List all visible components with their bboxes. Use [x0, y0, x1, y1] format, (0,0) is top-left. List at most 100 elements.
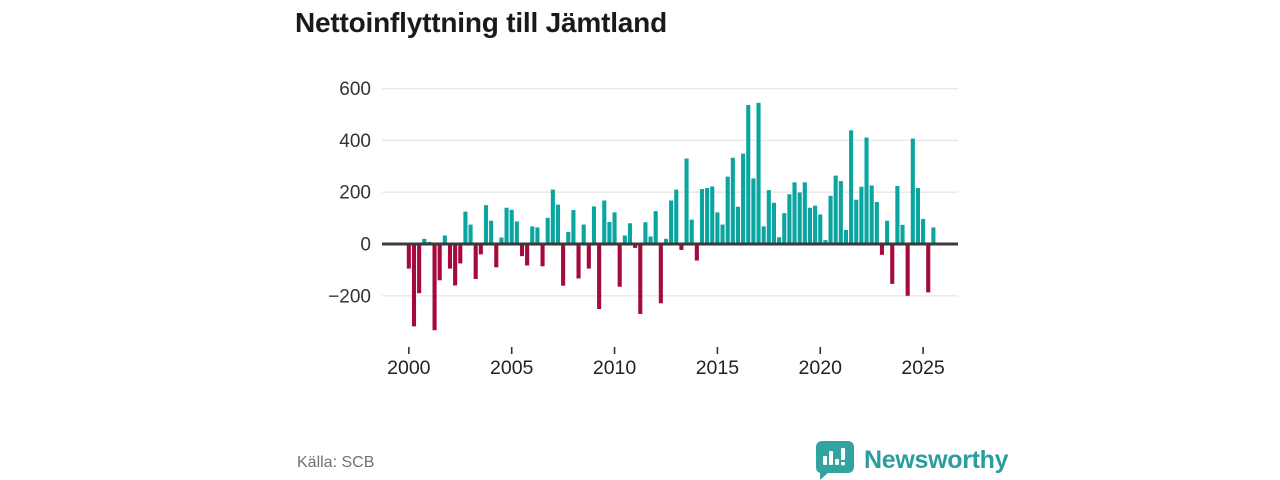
bar	[417, 244, 422, 294]
bar	[854, 199, 859, 244]
bar	[838, 181, 843, 244]
bar	[679, 244, 684, 250]
bar	[756, 102, 761, 244]
bar	[735, 206, 741, 244]
bar	[555, 204, 561, 244]
bar	[777, 237, 782, 244]
x-tick-label: 2000	[387, 357, 431, 379]
bar	[828, 195, 833, 244]
bar	[926, 244, 931, 293]
bar	[633, 244, 638, 248]
bar	[458, 244, 463, 264]
bar	[720, 224, 725, 244]
x-tick-label: 2025	[901, 357, 945, 379]
bar	[607, 221, 612, 244]
bar	[597, 244, 602, 310]
bar	[663, 238, 669, 244]
bar	[869, 185, 874, 244]
bar	[787, 194, 792, 244]
bar	[874, 202, 879, 244]
source-attribution: Källa: SCB	[297, 454, 375, 471]
bar	[900, 224, 905, 244]
bar	[746, 104, 751, 245]
bar	[669, 200, 674, 244]
bar	[859, 186, 864, 244]
bar	[483, 205, 489, 244]
bar	[648, 236, 653, 244]
bar	[514, 221, 519, 244]
bar	[566, 232, 571, 244]
bar	[468, 224, 473, 244]
bar	[843, 230, 849, 244]
bar	[905, 244, 910, 296]
bar	[406, 244, 411, 269]
y-tick-label: 600	[339, 79, 371, 100]
bar	[504, 207, 509, 244]
bar	[915, 188, 921, 244]
y-tick-label: 0	[360, 235, 371, 256]
newsworthy-wordmark: Newsworthy	[864, 445, 1009, 474]
x-tick-label: 2005	[490, 357, 534, 379]
y-tick-label: 400	[339, 131, 371, 152]
bar	[921, 218, 926, 244]
bar	[879, 244, 885, 255]
bar	[453, 244, 458, 286]
bar	[612, 212, 617, 244]
bar	[802, 182, 807, 244]
bar	[766, 190, 771, 244]
bar	[725, 176, 730, 244]
bar	[761, 226, 766, 244]
bar	[715, 212, 720, 244]
bar	[818, 214, 823, 244]
bar	[489, 220, 494, 244]
bar	[494, 244, 499, 268]
x-tick-label: 2020	[799, 357, 843, 379]
y-tick-label: −200	[328, 286, 371, 307]
bar	[535, 227, 540, 244]
bar	[411, 244, 417, 327]
bar	[432, 244, 437, 331]
bar	[797, 192, 802, 244]
bar	[540, 244, 545, 267]
bar	[674, 189, 679, 244]
bar	[591, 206, 597, 244]
bar	[530, 226, 535, 244]
x-tick-label: 2010	[593, 357, 637, 379]
bar	[813, 205, 818, 244]
bar	[602, 200, 607, 244]
bar	[658, 244, 663, 304]
bar	[509, 209, 514, 244]
bar	[833, 175, 838, 244]
bar	[550, 189, 555, 244]
bar	[741, 153, 746, 244]
bar	[699, 189, 705, 244]
bar	[705, 188, 710, 244]
bar	[730, 157, 735, 244]
bar	[710, 186, 715, 244]
bar	[447, 244, 453, 269]
bar	[581, 224, 586, 244]
bar	[571, 210, 576, 244]
chart-title: Nettoinflyttning till Jämtland	[295, 7, 667, 38]
bar	[478, 244, 483, 255]
y-tick-label: 200	[339, 183, 371, 204]
bar	[684, 158, 689, 244]
bar	[792, 182, 797, 244]
bar	[519, 244, 525, 257]
bar	[643, 222, 648, 244]
bar	[864, 137, 869, 244]
bar	[576, 244, 581, 279]
bar	[437, 244, 442, 281]
bar	[622, 235, 627, 244]
bar	[422, 238, 427, 244]
bar	[463, 211, 468, 244]
bar	[694, 244, 699, 261]
bar	[627, 223, 633, 244]
bar	[823, 240, 828, 244]
newsworthy-logo[interactable]: Newsworthy	[814, 440, 1009, 480]
bar	[499, 237, 504, 244]
newsworthy-speech-bubble-barchart-icon	[816, 441, 854, 480]
bar	[890, 244, 895, 284]
x-tick-label: 2015	[696, 357, 740, 379]
